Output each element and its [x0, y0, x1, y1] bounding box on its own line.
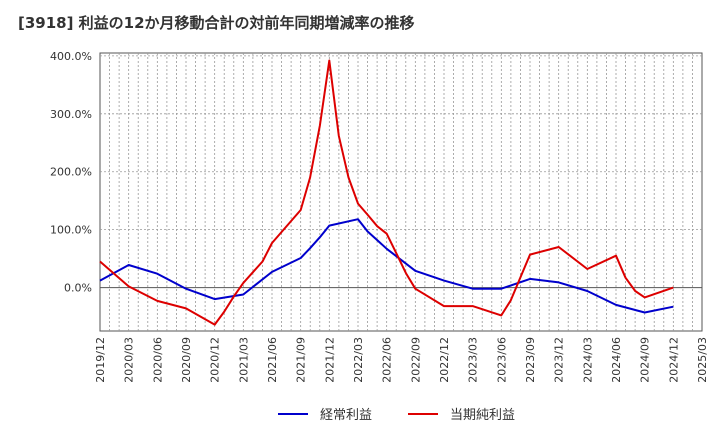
x-tick-label: 2022/09 — [409, 337, 422, 383]
x-tick-label: 2021/12 — [323, 337, 336, 383]
y-tick-label: 400.0% — [50, 50, 92, 63]
x-tick-label: 2025/03 — [696, 337, 709, 383]
x-tick-label: 2021/09 — [295, 337, 308, 383]
legend-label-net-income: 当期純利益 — [450, 408, 516, 423]
x-tick-label: 2023/12 — [553, 337, 566, 383]
series-layer — [99, 59, 674, 326]
plot-frame — [99, 52, 703, 332]
plot-area — [99, 52, 703, 332]
x-tick-label: 2022/12 — [438, 337, 451, 383]
x-tick-label: 2024/06 — [610, 337, 623, 383]
x-tick-label: 2023/03 — [467, 337, 480, 383]
x-tick-label: 2023/09 — [524, 337, 537, 383]
x-tick-label: 2024/03 — [581, 337, 594, 383]
x-tick-label: 2020/12 — [209, 337, 222, 383]
legend-label-ordinary-profit: 経常利益 — [320, 408, 373, 423]
x-tick-label: 2019/12 — [94, 337, 107, 383]
y-axis-tick-labels: 0.0% 100.0% 200.0% 300.0% 400.0% — [50, 50, 92, 295]
legend-swatch-ordinary-profit — [278, 412, 308, 415]
x-tick-label: 2020/06 — [151, 337, 164, 383]
legend-item-ordinary-profit: 経常利益 — [278, 404, 372, 423]
x-tick-label: 2021/06 — [266, 337, 279, 383]
x-tick-label: 2022/06 — [381, 337, 394, 383]
chart-title: [3918] 利益の12か月移動合計の対前年同期増減率の推移 — [18, 14, 415, 32]
x-tick-label: 2021/03 — [237, 337, 250, 383]
x-tick-label: 2023/06 — [495, 337, 508, 383]
legend: 経常利益 当期純利益 — [0, 404, 720, 428]
x-tick-label: 2024/12 — [667, 337, 680, 383]
x-tick-label: 2024/09 — [639, 337, 652, 383]
legend-swatch-net-income — [408, 412, 438, 415]
series-line-net-income — [99, 59, 674, 326]
y-tick-label: 0.0% — [64, 282, 92, 295]
x-tick-label: 2020/09 — [180, 337, 193, 383]
y-tick-label: 100.0% — [50, 224, 92, 237]
legend-item-net-income: 当期純利益 — [408, 404, 515, 423]
y-gridlines — [100, 55, 702, 231]
x-tick-label: 2022/03 — [352, 337, 365, 383]
x-tick-label: 2020/03 — [123, 337, 136, 383]
y-tick-label: 200.0% — [50, 166, 92, 179]
y-tick-label: 300.0% — [50, 108, 92, 121]
x-axis-tick-labels: 2019/12 2020/03 2020/06 2020/09 2020/12 2021/… — [94, 337, 709, 383]
series-line-ordinary-profit — [99, 218, 674, 314]
